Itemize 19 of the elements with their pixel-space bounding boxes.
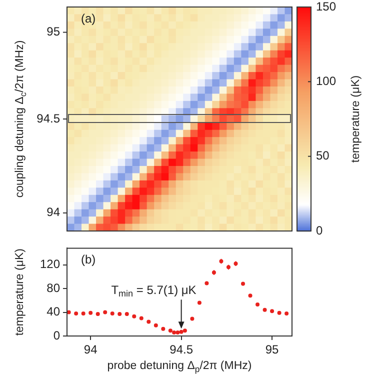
annotation: (b): [81, 252, 96, 267]
y-tick-label: 94: [46, 205, 60, 220]
annotation: (a): [81, 11, 96, 26]
x-tick-label: 94: [84, 342, 98, 357]
y-tick-label: 80: [46, 280, 60, 295]
y-axis-title: coupling detuning Δc/2π (MHz): [14, 40, 28, 198]
y-axis-title: temperature (μK): [14, 248, 26, 336]
color-bar-label: 50: [316, 148, 330, 163]
color-bar-label: 0: [316, 223, 323, 238]
color-bar-label: 150: [316, 0, 336, 14]
color-bar-label: 100: [316, 74, 336, 88]
y-tick-label: 0: [53, 328, 60, 342]
y-tick-label: 40: [46, 304, 60, 319]
y-tick-label: 120: [40, 257, 60, 272]
x-tick-label: 94.5: [170, 342, 194, 357]
y-tick-label: 95: [46, 24, 60, 39]
color-bar-title: temperature (μK): [350, 75, 362, 163]
y-tick-label: 94.5: [36, 111, 60, 126]
x-tick-label: 95: [265, 342, 280, 357]
